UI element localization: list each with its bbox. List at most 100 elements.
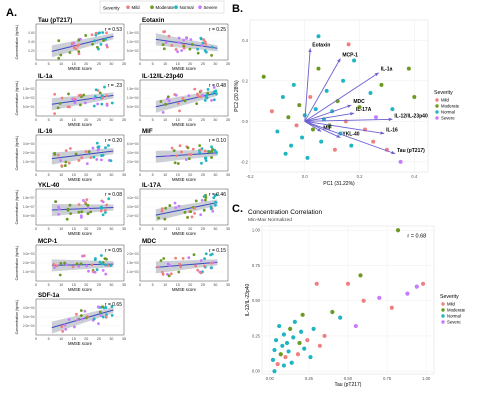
data-point (57, 207, 61, 211)
xtick-label: 30 (213, 227, 217, 231)
data-point (101, 315, 105, 319)
loading-vector (304, 120, 396, 155)
legend-swatch-moderate (150, 5, 154, 9)
xtick-label: 20 (188, 283, 192, 287)
xaxis-title: Tau (pT217) (335, 382, 362, 388)
data-point (163, 30, 166, 33)
xtick-label: 15 (176, 118, 180, 122)
correlation-label: r = 0.53 (105, 27, 122, 33)
xtick-label: 20 (188, 173, 192, 177)
data-point (199, 36, 203, 40)
data-point (177, 41, 181, 44)
data-point (83, 101, 87, 105)
legend-label-mild: Mild (447, 302, 455, 307)
xaxis-title: MMSE score (172, 122, 197, 127)
xtick-label: 30 (109, 283, 113, 287)
subplot-title: IL-17A (142, 182, 161, 189)
pca-point (313, 107, 318, 112)
subplot-eotaxin: Eotaxin 1.5e+03 1.0e+03 5.0e+02 0 5 10 15 20 25 30… (127, 17, 230, 71)
ytick-label: 0.40 (28, 40, 34, 44)
correlation-point (377, 295, 382, 300)
correlation-point (322, 333, 327, 339)
data-point (104, 272, 108, 276)
data-point (166, 262, 170, 266)
pca-point (316, 66, 321, 71)
data-point (105, 31, 108, 35)
data-point (77, 159, 81, 162)
data-point (95, 158, 99, 161)
data-point (198, 144, 202, 148)
correlation-point (275, 362, 280, 367)
data-point (212, 261, 216, 264)
data-point (189, 210, 193, 214)
correlation-point (395, 228, 401, 233)
data-point (79, 262, 83, 266)
data-point (204, 159, 208, 162)
loading-vector (304, 112, 355, 122)
pca-point (305, 155, 310, 160)
data-point (103, 85, 106, 89)
ytick-label: 0.0 (242, 119, 248, 124)
ytick-label: 1.0e+03 (23, 270, 35, 274)
xtick-label: 5 (152, 173, 154, 177)
ytick-label: 3.0e+03 (23, 252, 35, 256)
data-point (60, 96, 64, 100)
xtick-label: 30 (109, 62, 113, 66)
data-point (64, 149, 68, 153)
data-point (93, 258, 97, 262)
data-point (104, 146, 107, 150)
data-point (58, 273, 62, 277)
data-point (181, 256, 185, 260)
vector-label: IL-12/IL-23p40 (394, 113, 428, 119)
data-point (97, 322, 100, 326)
correlation-label: r = 0.48 (209, 83, 226, 89)
data-point (92, 155, 96, 159)
data-point (203, 257, 206, 260)
legend-swatch-mild (435, 98, 439, 102)
ytick-label: 0.20 (28, 49, 34, 53)
subplot-title: SDF-1a (38, 292, 60, 299)
data-point (214, 203, 217, 207)
yaxis-title: Concentration (fg/mL) (15, 190, 19, 225)
pca-point (316, 34, 321, 39)
ytick-label: 1.0e+03 (127, 40, 139, 44)
panel-label-a: A. (6, 7, 17, 19)
data-point (184, 158, 188, 162)
data-point (81, 199, 85, 202)
data-point (194, 199, 198, 203)
pca-point (294, 123, 299, 128)
data-point (193, 87, 197, 91)
vector-label: Eotaxin (312, 42, 330, 48)
xtick-label: 10 (163, 283, 167, 287)
data-point (211, 209, 215, 213)
data-point (76, 318, 79, 322)
vector-arrowhead (388, 117, 393, 122)
yaxis-title: Concentration (fg/mL) (15, 81, 19, 116)
data-point (199, 89, 203, 93)
xtick-label: 25 (97, 173, 101, 177)
correlation-point (305, 338, 310, 343)
data-point (200, 161, 203, 165)
data-point (106, 264, 110, 267)
data-point (211, 147, 214, 151)
data-point (161, 272, 165, 276)
panel-label-c: C. (232, 203, 243, 215)
data-point (193, 211, 196, 215)
xtick-label: 30 (109, 118, 113, 122)
data-point (52, 263, 56, 266)
xtick-label: 0.50 (344, 376, 353, 381)
vector-arrowhead (308, 48, 312, 53)
data-point (186, 146, 190, 150)
data-point (73, 101, 77, 105)
subplot-title: IL-16 (38, 128, 53, 135)
data-point (198, 151, 202, 154)
confidence-band (155, 149, 218, 163)
xtick-label: 10 (163, 118, 167, 122)
data-point (177, 204, 181, 208)
data-point (104, 37, 107, 41)
data-point (77, 52, 81, 56)
loading-vector (304, 118, 393, 122)
data-point (187, 94, 191, 98)
data-point (85, 162, 89, 166)
yaxis-title: PC2 (20.28%) (234, 80, 240, 112)
